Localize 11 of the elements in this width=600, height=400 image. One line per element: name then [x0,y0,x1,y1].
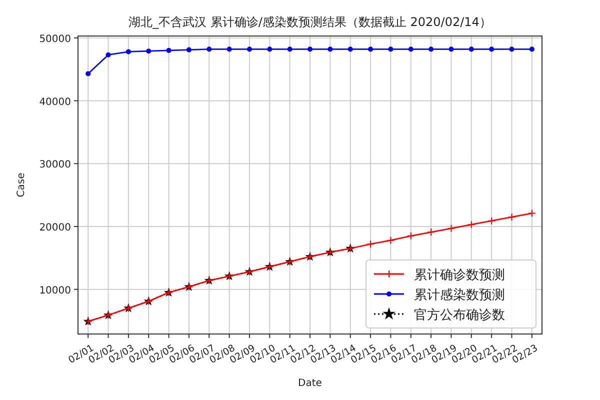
y-tick-label: 30000 [39,160,71,171]
chart-title: 湖北_不含武汉 累计确诊/感染数预测结果（数据截止 2020/02/14） [128,15,492,29]
legend-label: 官方公布确诊数 [414,307,505,323]
x-axis-title: Date [298,378,322,389]
y-tick-label: 10000 [39,285,71,296]
y-tick-label: 50000 [39,34,71,45]
y-tick-label: 20000 [39,222,71,234]
legend-label: 累计确诊数预测 [414,268,505,283]
legend-label: 累计感染数预测 [414,288,505,303]
y-axis-title: Case [16,172,27,198]
y-tick-label: 40000 [39,96,71,108]
